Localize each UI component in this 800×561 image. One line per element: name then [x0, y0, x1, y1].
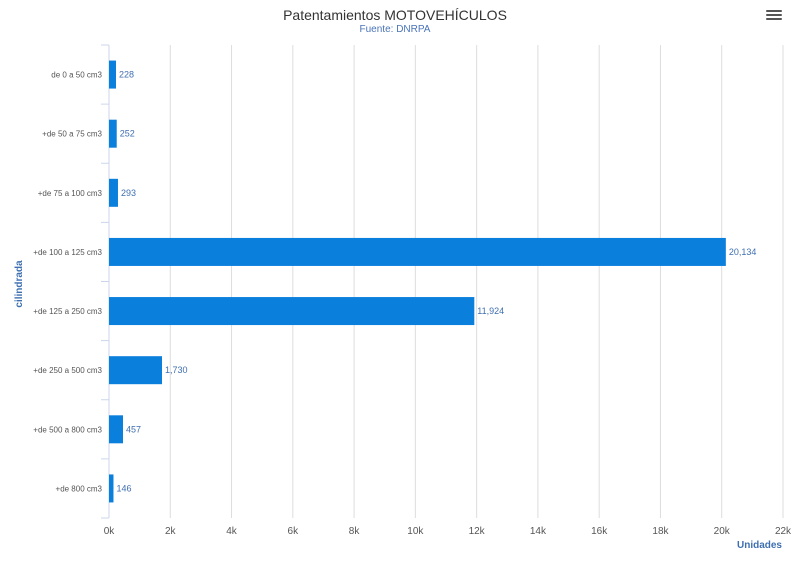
tick-labels: 0k 2k 4k 6k 8k 10k 12k 14k 16k 18k 20k 22k — [104, 526, 792, 537]
x-axis-title: Unidades — [737, 540, 782, 551]
category-label: +de 800 cm3 — [56, 484, 103, 493]
data-label: 1,730 — [165, 365, 188, 375]
data-label: 293 — [121, 188, 136, 198]
bar — [109, 356, 163, 385]
chart-subtitle: Fuente: DNRPA — [360, 24, 431, 35]
chart-title: Patentamientos MOTOVEHÍCULOS — [283, 7, 507, 23]
category-label: +de 500 a 800 cm3 — [33, 425, 102, 434]
category-label: de 0 a 50 cm3 — [51, 71, 102, 80]
category-labels: de 0 a 50 cm3 +de 50 a 75 cm3 +de 75 a 100… — [33, 71, 102, 494]
x-tick-label: 12k — [469, 526, 486, 537]
data-label: 457 — [126, 424, 141, 434]
bar — [109, 415, 124, 444]
bars — [109, 60, 726, 503]
x-tick-label: 6k — [288, 526, 300, 537]
data-label: 11,924 — [477, 306, 504, 316]
gridlines — [101, 44, 784, 519]
x-tick-label: 8k — [349, 526, 361, 537]
data-label: 146 — [116, 483, 131, 493]
y-axis-title: cilindrada — [14, 260, 25, 308]
category-label: +de 100 a 125 cm3 — [33, 248, 102, 257]
bar — [109, 119, 117, 148]
bar — [109, 474, 114, 503]
data-label: 228 — [119, 70, 134, 80]
x-tick-label: 2k — [165, 526, 177, 537]
category-label: +de 50 a 75 cm3 — [42, 130, 102, 139]
bar — [109, 60, 116, 89]
x-tick-label: 4k — [226, 526, 238, 537]
x-tick-label: 16k — [591, 526, 608, 537]
category-label: +de 250 a 500 cm3 — [33, 366, 102, 375]
x-tick-label: 22k — [775, 526, 792, 537]
x-tick-label: 14k — [530, 526, 547, 537]
data-labels: 228 252 293 20,134 11,924 1,730 457 146 — [116, 70, 756, 494]
bar — [109, 178, 118, 207]
x-tick-label: 20k — [714, 526, 731, 537]
category-label: +de 125 a 250 cm3 — [33, 307, 102, 316]
hamburger-menu-icon[interactable] — [766, 10, 782, 24]
bar — [109, 237, 726, 266]
x-tick-label: 10k — [407, 526, 424, 537]
category-label: +de 75 a 100 cm3 — [38, 189, 103, 198]
x-tick-label: 18k — [652, 526, 669, 537]
data-label: 252 — [120, 129, 135, 139]
x-tick-label: 0k — [104, 526, 116, 537]
data-label: 20,134 — [729, 247, 757, 257]
bar — [109, 297, 475, 326]
